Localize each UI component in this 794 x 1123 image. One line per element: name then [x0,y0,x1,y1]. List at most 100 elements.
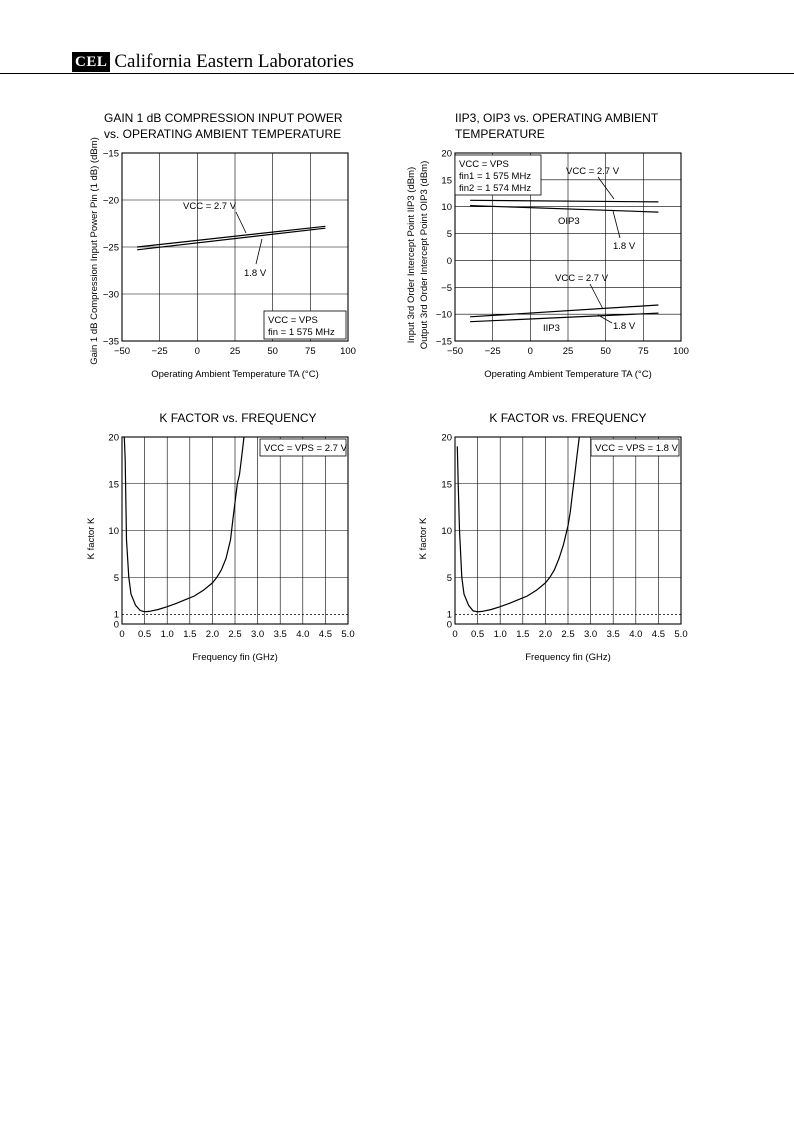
x-tick-label: 3.0 [584,629,597,640]
condition-box [263,310,347,340]
y-tick-label: −30 [103,290,119,301]
condition-text: fin = 1 575 MHz [268,327,335,338]
y-tick-label: −35 [103,337,119,348]
x-axis-label: Operating Ambient Temperature TA (°C) [484,369,652,380]
leader-line [612,210,621,239]
y-axis-label: Gain 1 dB Compression Input Power Pin (1… [89,137,100,365]
x-tick-label: 0.5 [138,629,151,640]
series-label: VCC = 2.7 V [555,273,609,284]
x-tick-label: 0 [528,346,533,357]
header-divider [0,73,794,74]
series-line [137,225,326,248]
series-line [470,199,659,203]
chart-title: TEMPERATURE [455,127,545,141]
x-tick-label: 0.5 [471,629,484,640]
leader-line [235,211,247,234]
series-line [137,227,326,251]
x-tick-label: 5.0 [674,629,687,640]
chart-title: K FACTOR vs. FREQUENCY [159,411,316,425]
leader-line [589,283,604,310]
chart-title: GAIN 1 dB COMPRESSION INPUT POWER [104,111,343,125]
y-tick-label: 0 [114,620,119,631]
plot-frame [121,152,349,342]
condition-text: VCC = VPS = 2.7 V [264,443,348,454]
y-tick-label: −15 [436,337,452,348]
x-tick-label: 100 [673,346,689,357]
y-tick-label: 5 [447,573,452,584]
chart-3: K FACTOR vs. FREQUENCY 0 0.5 1.0 1.5 2.0 2.5 3.… [86,411,355,663]
x-tick-label: 75 [305,346,316,357]
condition-text: fin2 = 1 574 MHz [459,183,531,194]
y-tick-label: 10 [108,526,119,537]
page-header: CEL California Eastern Laboratories [72,50,354,74]
x-tick-label: 2.5 [561,629,574,640]
x-tick-label: 3.5 [607,629,620,640]
x-tick-label: 0 [195,346,200,357]
y-axis-label: K factor K [418,517,429,559]
y-tick-label: 10 [441,202,452,213]
y-tick-label: 0 [447,620,452,631]
plot-frame [121,436,349,625]
condition-text: VCC = VPS = 1.8 V [595,443,679,454]
y-axis-label: Input 3rd Order Intercept Point IIP3 (dB… [406,167,417,343]
series-label: IIP3 [543,323,560,334]
x-tick-label: 5.0 [341,629,354,640]
y-tick-label: −25 [103,243,119,254]
series-label: 1.8 V [613,241,636,252]
x-tick-label: 75 [638,346,649,357]
company-name: California Eastern Laboratories [114,51,354,72]
x-tick-label: 4.0 [629,629,642,640]
y-tick-label: 0 [447,256,452,267]
x-tick-label: 4.0 [296,629,309,640]
y-tick-label: −5 [441,283,452,294]
chart-1: GAIN 1 dB COMPRESSION INPUT POWER vs. OPE… [89,111,356,380]
x-tick-label: −50 [114,346,130,357]
x-tick-label: 3.0 [251,629,264,640]
x-tick-label: 3.5 [274,629,287,640]
chart-2: IIP3, OIP3 vs. OPERATING AMBIENT TEMPERAT… [406,111,689,380]
y-tick-label: 15 [441,479,452,490]
x-axis-label: Operating Ambient Temperature TA (°C) [151,369,319,380]
condition-text: VCC = VPS [459,159,509,170]
condition-box [454,154,542,196]
x-tick-label: −50 [447,346,463,357]
x-tick-label: 1.0 [494,629,507,640]
condition-box [590,438,680,457]
x-tick-label: 25 [563,346,574,357]
y-tick-label: 20 [441,433,452,444]
y-tick-label: 5 [447,229,452,240]
x-tick-label: 2.0 [539,629,552,640]
chart-4: K FACTOR vs. FREQUENCY 0 0.5 1.0 1.5 2.0 2.5 3.… [418,411,688,663]
series-line [123,436,245,613]
y-tick-label: 20 [108,433,119,444]
x-tick-label: 100 [340,346,356,357]
series-label: OIP3 [558,216,580,227]
x-tick-label: 2.5 [228,629,241,640]
y-axis-label: Output 3rd Order Intercept Point OIP3 (d… [419,161,430,350]
leader-line [597,176,615,200]
series-label: 1.8 V [244,268,267,279]
x-tick-label: 0 [119,629,124,640]
x-tick-label: 50 [267,346,278,357]
series-line [470,304,659,318]
y-tick-label: −20 [103,196,119,207]
x-tick-label: −25 [485,346,501,357]
y-tick-label: −10 [436,310,452,321]
leader-line [597,314,613,324]
plot-frame [454,436,682,625]
x-tick-label: 2.0 [206,629,219,640]
series-label: VCC = 2.7 V [566,166,620,177]
company-logo: CEL [72,52,111,72]
leader-line [255,238,263,265]
condition-text: fin1 = 1 575 MHz [459,171,531,182]
chart-title: IIP3, OIP3 vs. OPERATING AMBIENT [455,111,659,125]
x-tick-label: 1.5 [516,629,529,640]
x-tick-label: 50 [600,346,611,357]
series-line [470,205,659,213]
condition-box [259,438,347,457]
x-tick-label: 4.5 [652,629,665,640]
x-tick-label: −25 [152,346,168,357]
y-tick-label: 20 [441,149,452,160]
y-tick-label: 15 [108,479,119,490]
